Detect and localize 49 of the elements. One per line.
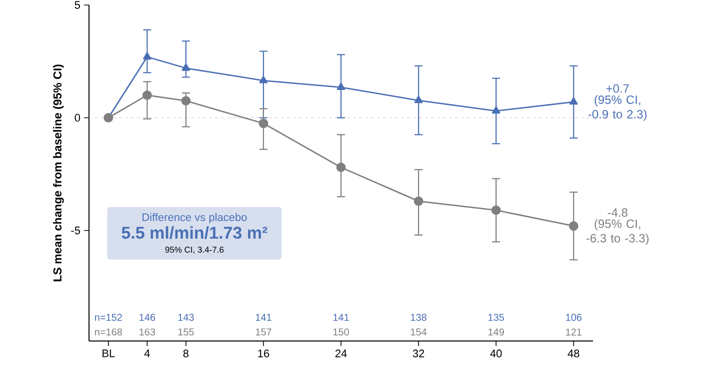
x-tick-label: 24 [335, 350, 347, 358]
annotation: 163 [140, 328, 156, 336]
annotation: 138 [410, 314, 426, 321]
point [142, 52, 152, 60]
annotation: 141 [256, 314, 272, 321]
x-tick-label: 48 [568, 350, 580, 358]
point [414, 196, 424, 206]
y-tick-label: 0 [74, 114, 80, 122]
point [258, 118, 268, 128]
point [568, 221, 578, 231]
annotation: 146 [140, 314, 156, 321]
point [492, 106, 500, 114]
annotation: (95% CI, -6.3 to -3.3) [586, 219, 649, 245]
text: -4.8 [608, 208, 628, 217]
annotation: 106 [566, 314, 582, 321]
annotation: 150 [333, 328, 349, 336]
annotation: 154 [410, 328, 427, 336]
y-axis-title: LS mean change from baseline (95% CI) [53, 64, 64, 282]
point [491, 206, 501, 215]
annotation: n=168 [95, 328, 122, 336]
point [336, 162, 346, 172]
point [182, 63, 190, 71]
point [569, 97, 578, 105]
y-tick-label: 5 [74, 1, 80, 9]
point [142, 90, 152, 100]
annotation: 149 [488, 328, 504, 336]
text: +0.7 [606, 84, 629, 93]
y-tick-label: -5 [71, 226, 80, 234]
x-tick-label: 8 [183, 350, 188, 358]
annotation: Difference vs placebo [142, 213, 247, 224]
point [414, 96, 423, 104]
annotation: 157 [256, 328, 272, 336]
point [336, 82, 346, 90]
annotation: 143 [178, 314, 194, 321]
annotation: 135 [488, 314, 504, 321]
annotation: 141 [333, 314, 349, 321]
x-tick-label: 16 [258, 350, 270, 358]
annotation: 155 [178, 328, 194, 336]
annotation: 5.5 ml/min/1.73 m² [122, 226, 268, 239]
point [259, 76, 268, 84]
annotation: n=152 [95, 314, 122, 321]
annotation: 95% CI, 3.4-7.6 [165, 246, 224, 254]
point [181, 96, 191, 106]
x-tick-label: 4 [144, 350, 150, 358]
x-tick-label: 32 [412, 350, 424, 358]
x-tick-label: 40 [490, 350, 502, 358]
annotation: 121 [566, 328, 582, 336]
x-tick-label: BL [102, 350, 115, 358]
annotation: (95% CI, -0.9 to 2.3) [588, 95, 647, 121]
